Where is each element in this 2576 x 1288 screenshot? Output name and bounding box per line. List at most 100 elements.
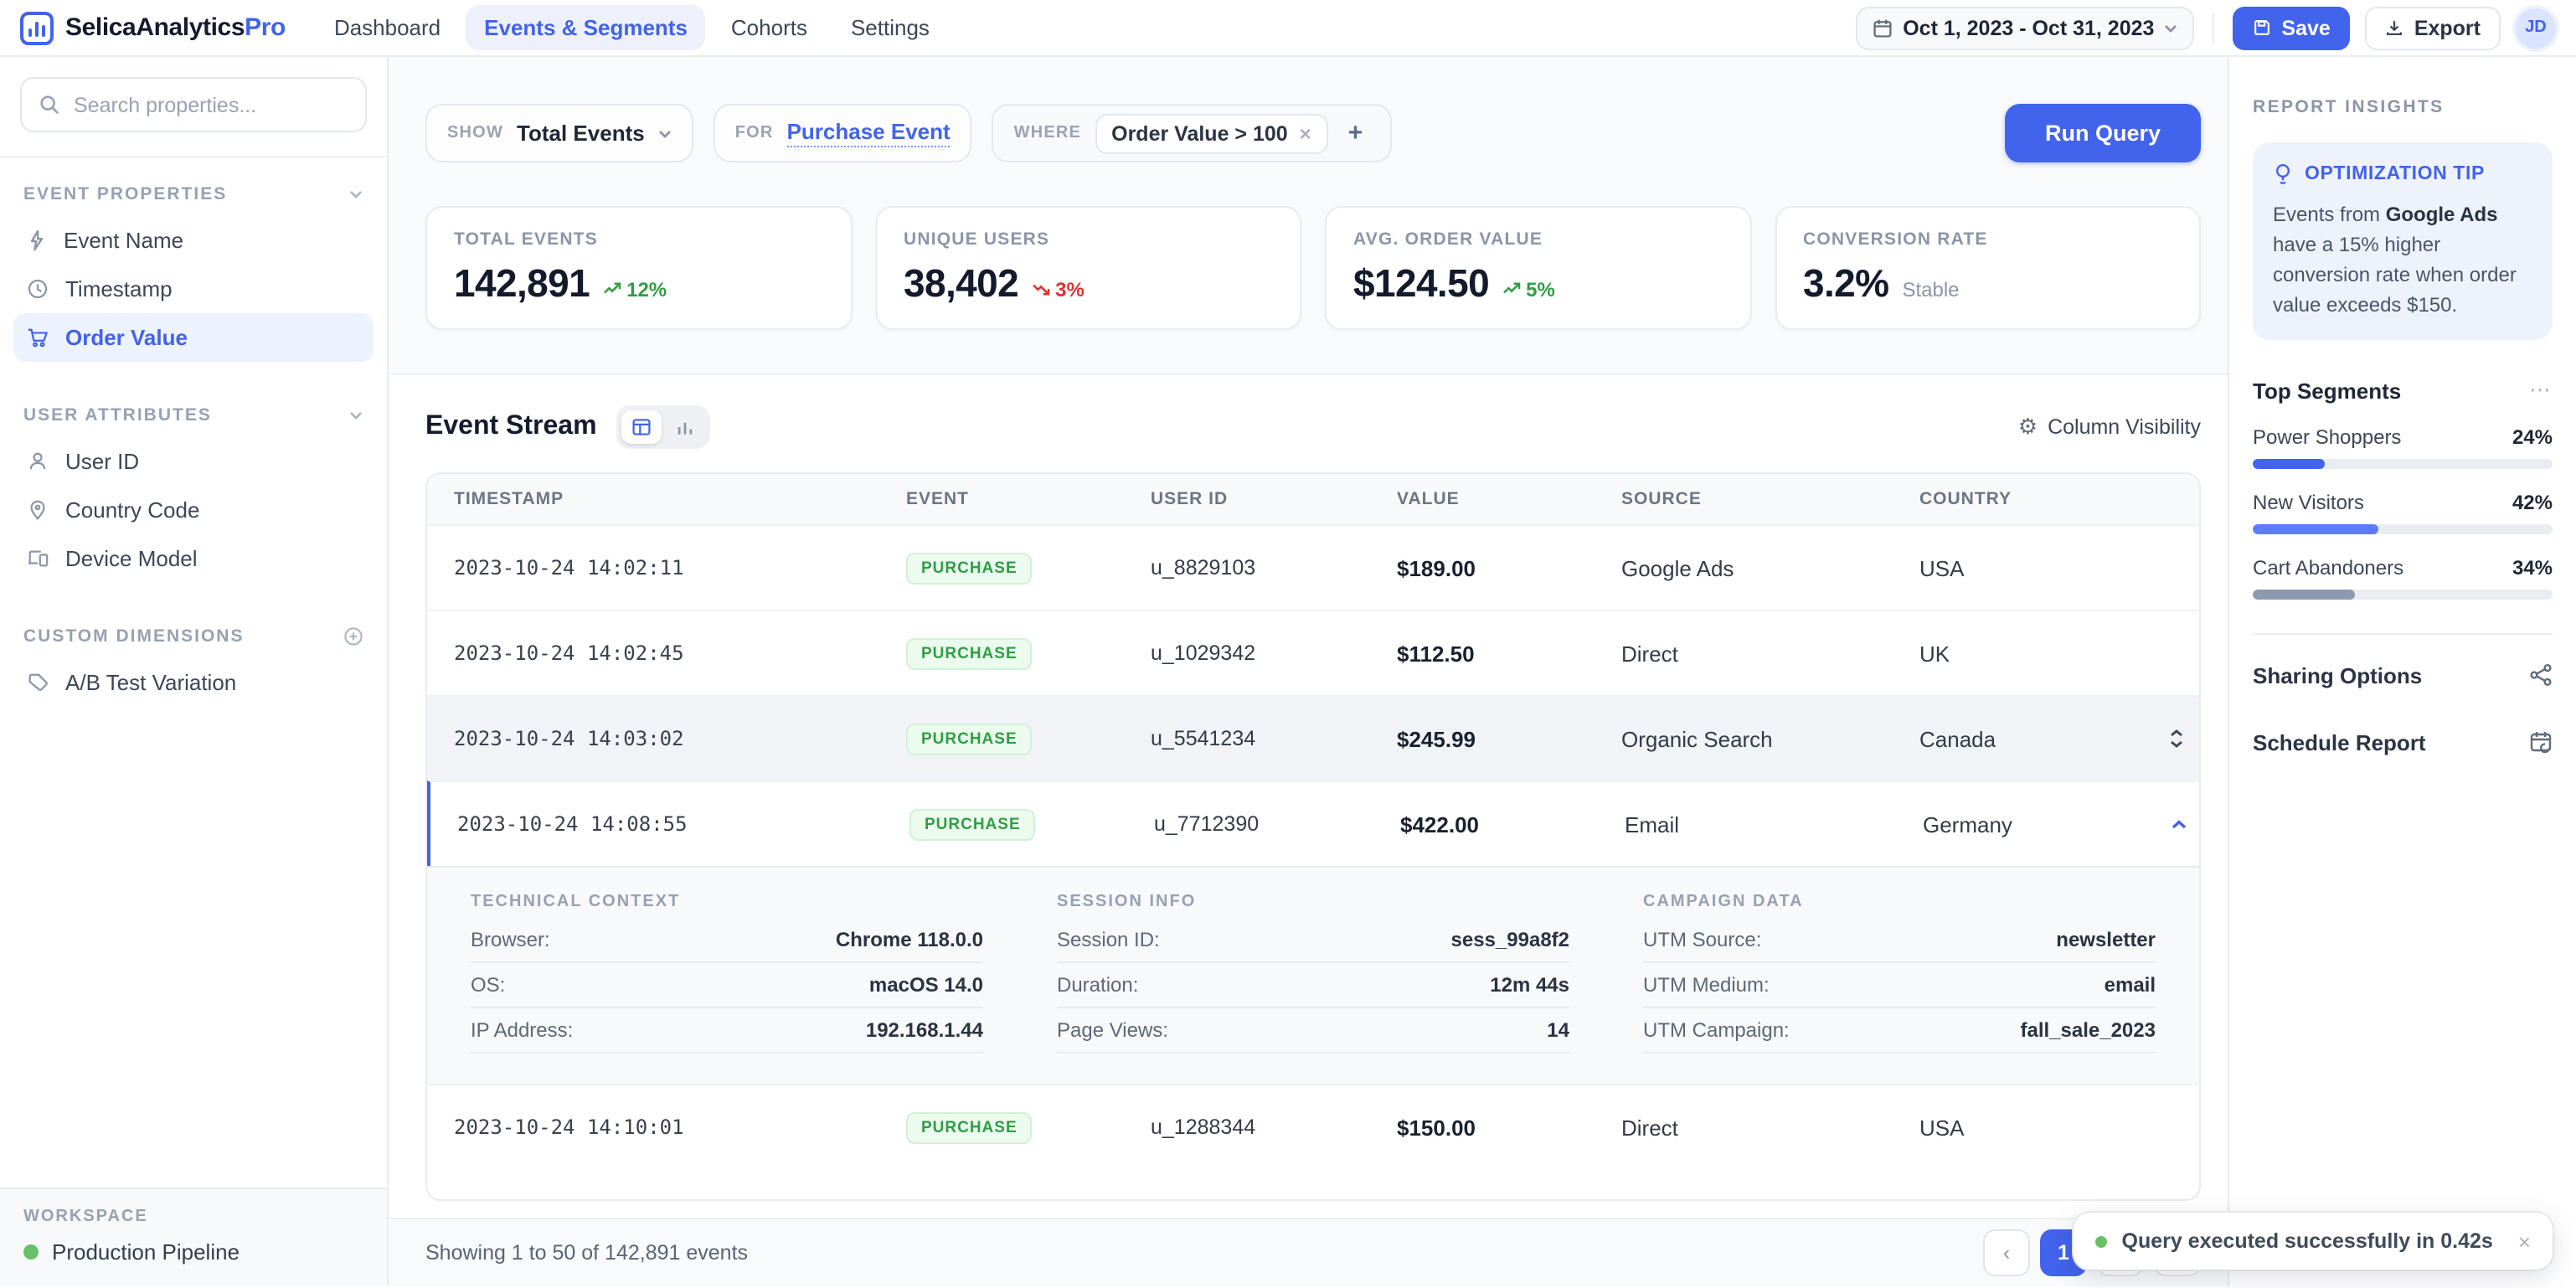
sidebar-item-label: Order Value — [65, 325, 188, 350]
sidebar-item-label: Event Name — [64, 228, 183, 253]
calendar-icon — [1873, 18, 1893, 38]
table-row[interactable]: 2023-10-24 14:10:01 PURCHASE u_1288344 $… — [427, 1084, 2199, 1169]
chart-view-button[interactable] — [666, 410, 706, 444]
show-metric-dropdown[interactable]: SHOW Total Events — [425, 104, 693, 162]
calendar-clock-icon — [2529, 730, 2553, 754]
table-row-expanded[interactable]: 2023-10-24 14:08:55 PURCHASE u_7712390 $… — [427, 781, 2199, 866]
stat-label: AVG. ORDER VALUE — [1353, 229, 1723, 250]
stats-row: TOTAL EVENTS 142,891 12% UNIQUE USERS 38… — [389, 162, 2228, 374]
chevron-down-icon — [2164, 23, 2177, 33]
save-button[interactable]: Save — [2233, 6, 2350, 49]
sidebar-item-order-value[interactable]: Order Value — [13, 313, 374, 362]
trend-up-badge: 5% — [1502, 277, 1555, 301]
nav-events-segments[interactable]: Events & Segments — [466, 5, 706, 50]
chevron-down-icon — [348, 189, 363, 199]
search-icon — [39, 94, 60, 116]
workspace-panel: WORKSPACE Production Pipeline — [0, 1188, 387, 1286]
table-row-hovered[interactable]: 2023-10-24 14:03:02 PURCHASE u_5541234 $… — [427, 695, 2199, 781]
plus-circle-icon[interactable] — [343, 626, 363, 647]
bar-chart-icon — [676, 417, 696, 437]
tip-title: OPTIMIZATION TIP — [2305, 164, 2485, 184]
properties-sidebar: EVENT PROPERTIES Event Name Timestamp Or… — [0, 57, 389, 1286]
event-table: TIMESTAMP EVENT USER ID VALUE SOURCE COU… — [425, 472, 2201, 1201]
bolt-icon — [27, 229, 47, 251]
sidebar-item-label: Timestamp — [65, 276, 173, 301]
table-view-button[interactable] — [622, 410, 662, 444]
segments-menu-icon[interactable]: ⋯ — [2529, 377, 2553, 404]
table-row[interactable]: 2023-10-24 14:02:11 PURCHASE u_8829103 $… — [427, 524, 2199, 610]
run-query-button[interactable]: Run Query — [2005, 104, 2201, 162]
event-badge: PURCHASE — [909, 809, 1036, 841]
table-icon — [632, 417, 652, 437]
stat-card-conversion-rate: CONVERSION RATE 3.2% Stable — [1775, 206, 2201, 330]
toast-close-icon[interactable]: × — [2518, 1229, 2531, 1254]
sidebar-item-label: User ID — [65, 449, 139, 474]
detail-group-technical: TECHNICAL CONTEXT Browser:Chrome 118.0.0… — [471, 893, 983, 1054]
workspace-name: Production Pipeline — [52, 1239, 240, 1265]
for-event-selector[interactable]: FOR Purchase Event — [714, 104, 972, 162]
section-title: USER ATTRIBUTES — [23, 405, 212, 425]
sidebar-item-ab-test-variation[interactable]: A/B Test Variation — [13, 658, 374, 707]
brand-logo[interactable]: SelicaAnalyticsPro — [20, 11, 286, 44]
stat-value: 3.2% — [1803, 261, 1888, 307]
chevron-down-icon — [348, 410, 363, 420]
section-custom-dimensions[interactable]: CUSTOM DIMENSIONS — [0, 606, 387, 658]
expand-row-icon[interactable] — [2139, 729, 2201, 749]
top-bar: SelicaAnalyticsPro Dashboard Events & Se… — [0, 0, 2576, 57]
add-filter-button[interactable]: + — [1342, 119, 1370, 147]
schedule-report-button[interactable]: Schedule Report — [2253, 708, 2553, 775]
event-badge: PURCHASE — [906, 724, 1033, 755]
trend-flat-badge: Stable — [1902, 278, 1959, 301]
segment-cart-abandoners: Cart Abandoners34% — [2253, 556, 2553, 600]
toast-notification: Query executed successfully in 0.42s × — [2074, 1213, 2553, 1270]
collapse-row-icon[interactable] — [2142, 818, 2201, 830]
section-event-properties[interactable]: EVENT PROPERTIES — [0, 164, 387, 216]
segment-power-shoppers: Power Shoppers24% — [2253, 425, 2553, 469]
sidebar-item-country-code[interactable]: Country Code — [13, 486, 374, 534]
prev-page-button[interactable]: ‹ — [1983, 1229, 2030, 1276]
cart-icon — [27, 327, 49, 348]
col-timestamp: TIMESTAMP — [427, 474, 906, 524]
column-visibility-button[interactable]: ⚙ Column Visibility — [2018, 414, 2201, 440]
stat-label: TOTAL EVENTS — [454, 229, 823, 250]
save-icon — [2253, 18, 2271, 37]
sidebar-item-timestamp[interactable]: Timestamp — [13, 265, 374, 313]
nav-cohorts[interactable]: Cohorts — [713, 5, 826, 50]
device-icon — [27, 548, 49, 569]
export-button[interactable]: Export — [2366, 6, 2501, 49]
tip-body: Events from Google Ads have a 15% higher… — [2273, 199, 2532, 320]
segment-bar — [2253, 524, 2553, 534]
search-input[interactable] — [74, 93, 348, 116]
nav-settings[interactable]: Settings — [832, 5, 948, 50]
event-badge: PURCHASE — [906, 553, 1033, 585]
segment-bar — [2253, 459, 2553, 469]
brand-name: SelicaAnalyticsPro — [65, 13, 286, 42]
user-avatar[interactable]: JD — [2516, 8, 2556, 48]
date-range-picker[interactable]: Oct 1, 2023 - Oct 31, 2023 — [1856, 6, 2194, 49]
filter-chip[interactable]: Order Value > 100 × — [1095, 113, 1328, 153]
show-value: Total Events — [517, 121, 645, 146]
remove-filter-icon[interactable]: × — [1300, 123, 1311, 143]
chevron-down-icon — [658, 128, 672, 138]
sidebar-item-label: Country Code — [65, 497, 199, 523]
workspace-selector[interactable]: Production Pipeline — [23, 1239, 363, 1265]
segment-new-visitors: New Visitors42% — [2253, 491, 2553, 534]
section-user-attributes[interactable]: USER ATTRIBUTES — [0, 385, 387, 437]
main-content: SHOW Total Events FOR Purchase Event WHE… — [389, 57, 2228, 1286]
sidebar-item-user-id[interactable]: User ID — [13, 437, 374, 486]
row-detail-panel: TECHNICAL CONTEXT Browser:Chrome 118.0.0… — [427, 866, 2199, 1084]
sidebar-item-device-model[interactable]: Device Model — [13, 534, 374, 583]
sidebar-item-label: Device Model — [65, 546, 198, 571]
stat-value: 142,891 — [454, 261, 590, 307]
trend-up-icon — [603, 281, 621, 296]
workspace-title: WORKSPACE — [23, 1208, 363, 1226]
event-stream-section: Event Stream ⚙ Column Visibility TIMESTA… — [389, 374, 2228, 1218]
download-icon — [2386, 18, 2404, 37]
sidebar-item-event-name[interactable]: Event Name — [13, 216, 374, 265]
stat-card-unique-users: UNIQUE USERS 38,402 3% — [875, 206, 1301, 330]
for-value[interactable]: Purchase Event — [787, 119, 951, 147]
table-row[interactable]: 2023-10-24 14:02:45 PURCHASE u_1029342 $… — [427, 610, 2199, 695]
sharing-options-button[interactable]: Sharing Options — [2253, 641, 2553, 708]
nav-dashboard[interactable]: Dashboard — [316, 5, 459, 50]
clock-icon — [27, 278, 49, 300]
